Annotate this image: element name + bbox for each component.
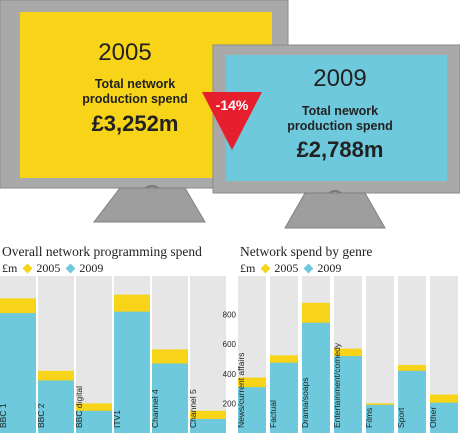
tv-2009-caption-1: Total nework xyxy=(302,104,378,118)
tv-2009-value: £2,788m xyxy=(297,137,384,162)
tv-2009-stand xyxy=(284,192,386,229)
legend-2009-swatch xyxy=(65,263,76,274)
genre-spend-tick-factual: Factual xyxy=(268,400,278,428)
overall-spend-tick-bbc-2: BBC 2 xyxy=(36,403,46,428)
tv-2009-caption-2: production spend xyxy=(287,119,393,133)
genre-spend-bar-2009-factual xyxy=(270,362,298,433)
overall-spend-tick-bbc-1: BBC 1 xyxy=(0,403,8,428)
overall-spend-bar-2009-itv1 xyxy=(114,311,150,433)
right-chart-unit: £m xyxy=(240,261,256,275)
overall-spend-tick-channel-5: Channel 5 xyxy=(188,389,198,428)
genre-spend-bar-2009-other xyxy=(430,402,458,433)
genre-y-tick-400: 400 xyxy=(223,370,237,379)
legend-2009-swatch xyxy=(303,263,314,274)
genre-spend-tick-other: Other xyxy=(428,407,438,428)
genre-y-tick-600: 600 xyxy=(223,340,237,349)
legend-2005-swatch xyxy=(22,263,33,274)
tv-2009-screen xyxy=(226,55,447,181)
tv-illustration: 2005 Total network production spend £3,2… xyxy=(0,0,460,229)
left-legend-2009: 2009 xyxy=(79,261,104,275)
tv-2005-caption-2: production spend xyxy=(82,92,188,106)
tv-2009-year: 2009 xyxy=(313,65,366,92)
tv-2005-stand xyxy=(92,187,206,223)
left-chart-unit: £m xyxy=(2,261,18,275)
right-legend-2009: 2009 xyxy=(317,261,342,275)
overall-spend-bar-2009-channel-4 xyxy=(152,363,188,433)
right-chart-legend: £m 2005 2009 xyxy=(240,261,341,276)
left-chart-title: Overall network programming spend xyxy=(2,244,202,259)
change-badge-triangle xyxy=(202,92,262,150)
overall-spend-bar-2009-bbc-1 xyxy=(0,313,36,433)
genre-spend-tick-sport: Sport xyxy=(396,407,406,428)
tv-2005-value: £3,252m xyxy=(92,111,179,136)
overall-spend-tick-channel-4: Channel 4 xyxy=(150,389,160,428)
overall-spend-bar-2009-bbc-digital xyxy=(76,410,112,433)
genre-spend-bar-2009-news-current-affairs xyxy=(238,387,266,433)
overall-spend-tick-itv1: ITV1 xyxy=(112,410,122,428)
change-badge-label: -14% xyxy=(216,97,249,113)
tv-2005-year: 2005 xyxy=(98,39,151,66)
genre-spend-tick-films: Films xyxy=(364,408,374,428)
left-legend-2005: 2005 xyxy=(36,261,61,275)
right-chart-title: Network spend by genre xyxy=(240,244,373,259)
tv-2005-caption-1: Total network xyxy=(95,77,175,91)
legend-2005-swatch xyxy=(260,263,271,274)
genre-spend-tick-drama-soaps: Drama/soaps xyxy=(300,377,310,428)
overall-spend-tick-bbc-digital: BBC digital xyxy=(74,386,84,428)
bar-charts: BBC 1 BBC 2 BBC digital ITV1 Channel 4 Channe… xyxy=(0,276,458,433)
genre-spend-bar-2009-entertainment-comedy xyxy=(334,356,362,433)
right-legend-2005: 2005 xyxy=(274,261,299,275)
tv-2009 xyxy=(212,44,460,229)
genre-y-tick-800: 800 xyxy=(223,311,237,320)
genre-spend-tick-entertainment-comedy: Entertainment/comedy xyxy=(332,342,342,428)
overall-spend-panel-channel-5 xyxy=(190,276,226,433)
genre-spend-bar-2009-sport xyxy=(398,370,426,433)
genre-spend-bar-2009-films xyxy=(366,404,394,433)
genre-y-tick-200: 200 xyxy=(223,399,237,408)
genre-spend-bar-2009-drama-soaps xyxy=(302,322,330,433)
overall-spend-bar-2009-channel-5 xyxy=(190,418,226,433)
genre-spend-tick-news-current-affairs: News/current affairs xyxy=(236,353,246,428)
overall-spend-bar-2009-bbc-2 xyxy=(38,380,74,433)
left-chart-legend: £m 2005 2009 xyxy=(2,261,103,276)
